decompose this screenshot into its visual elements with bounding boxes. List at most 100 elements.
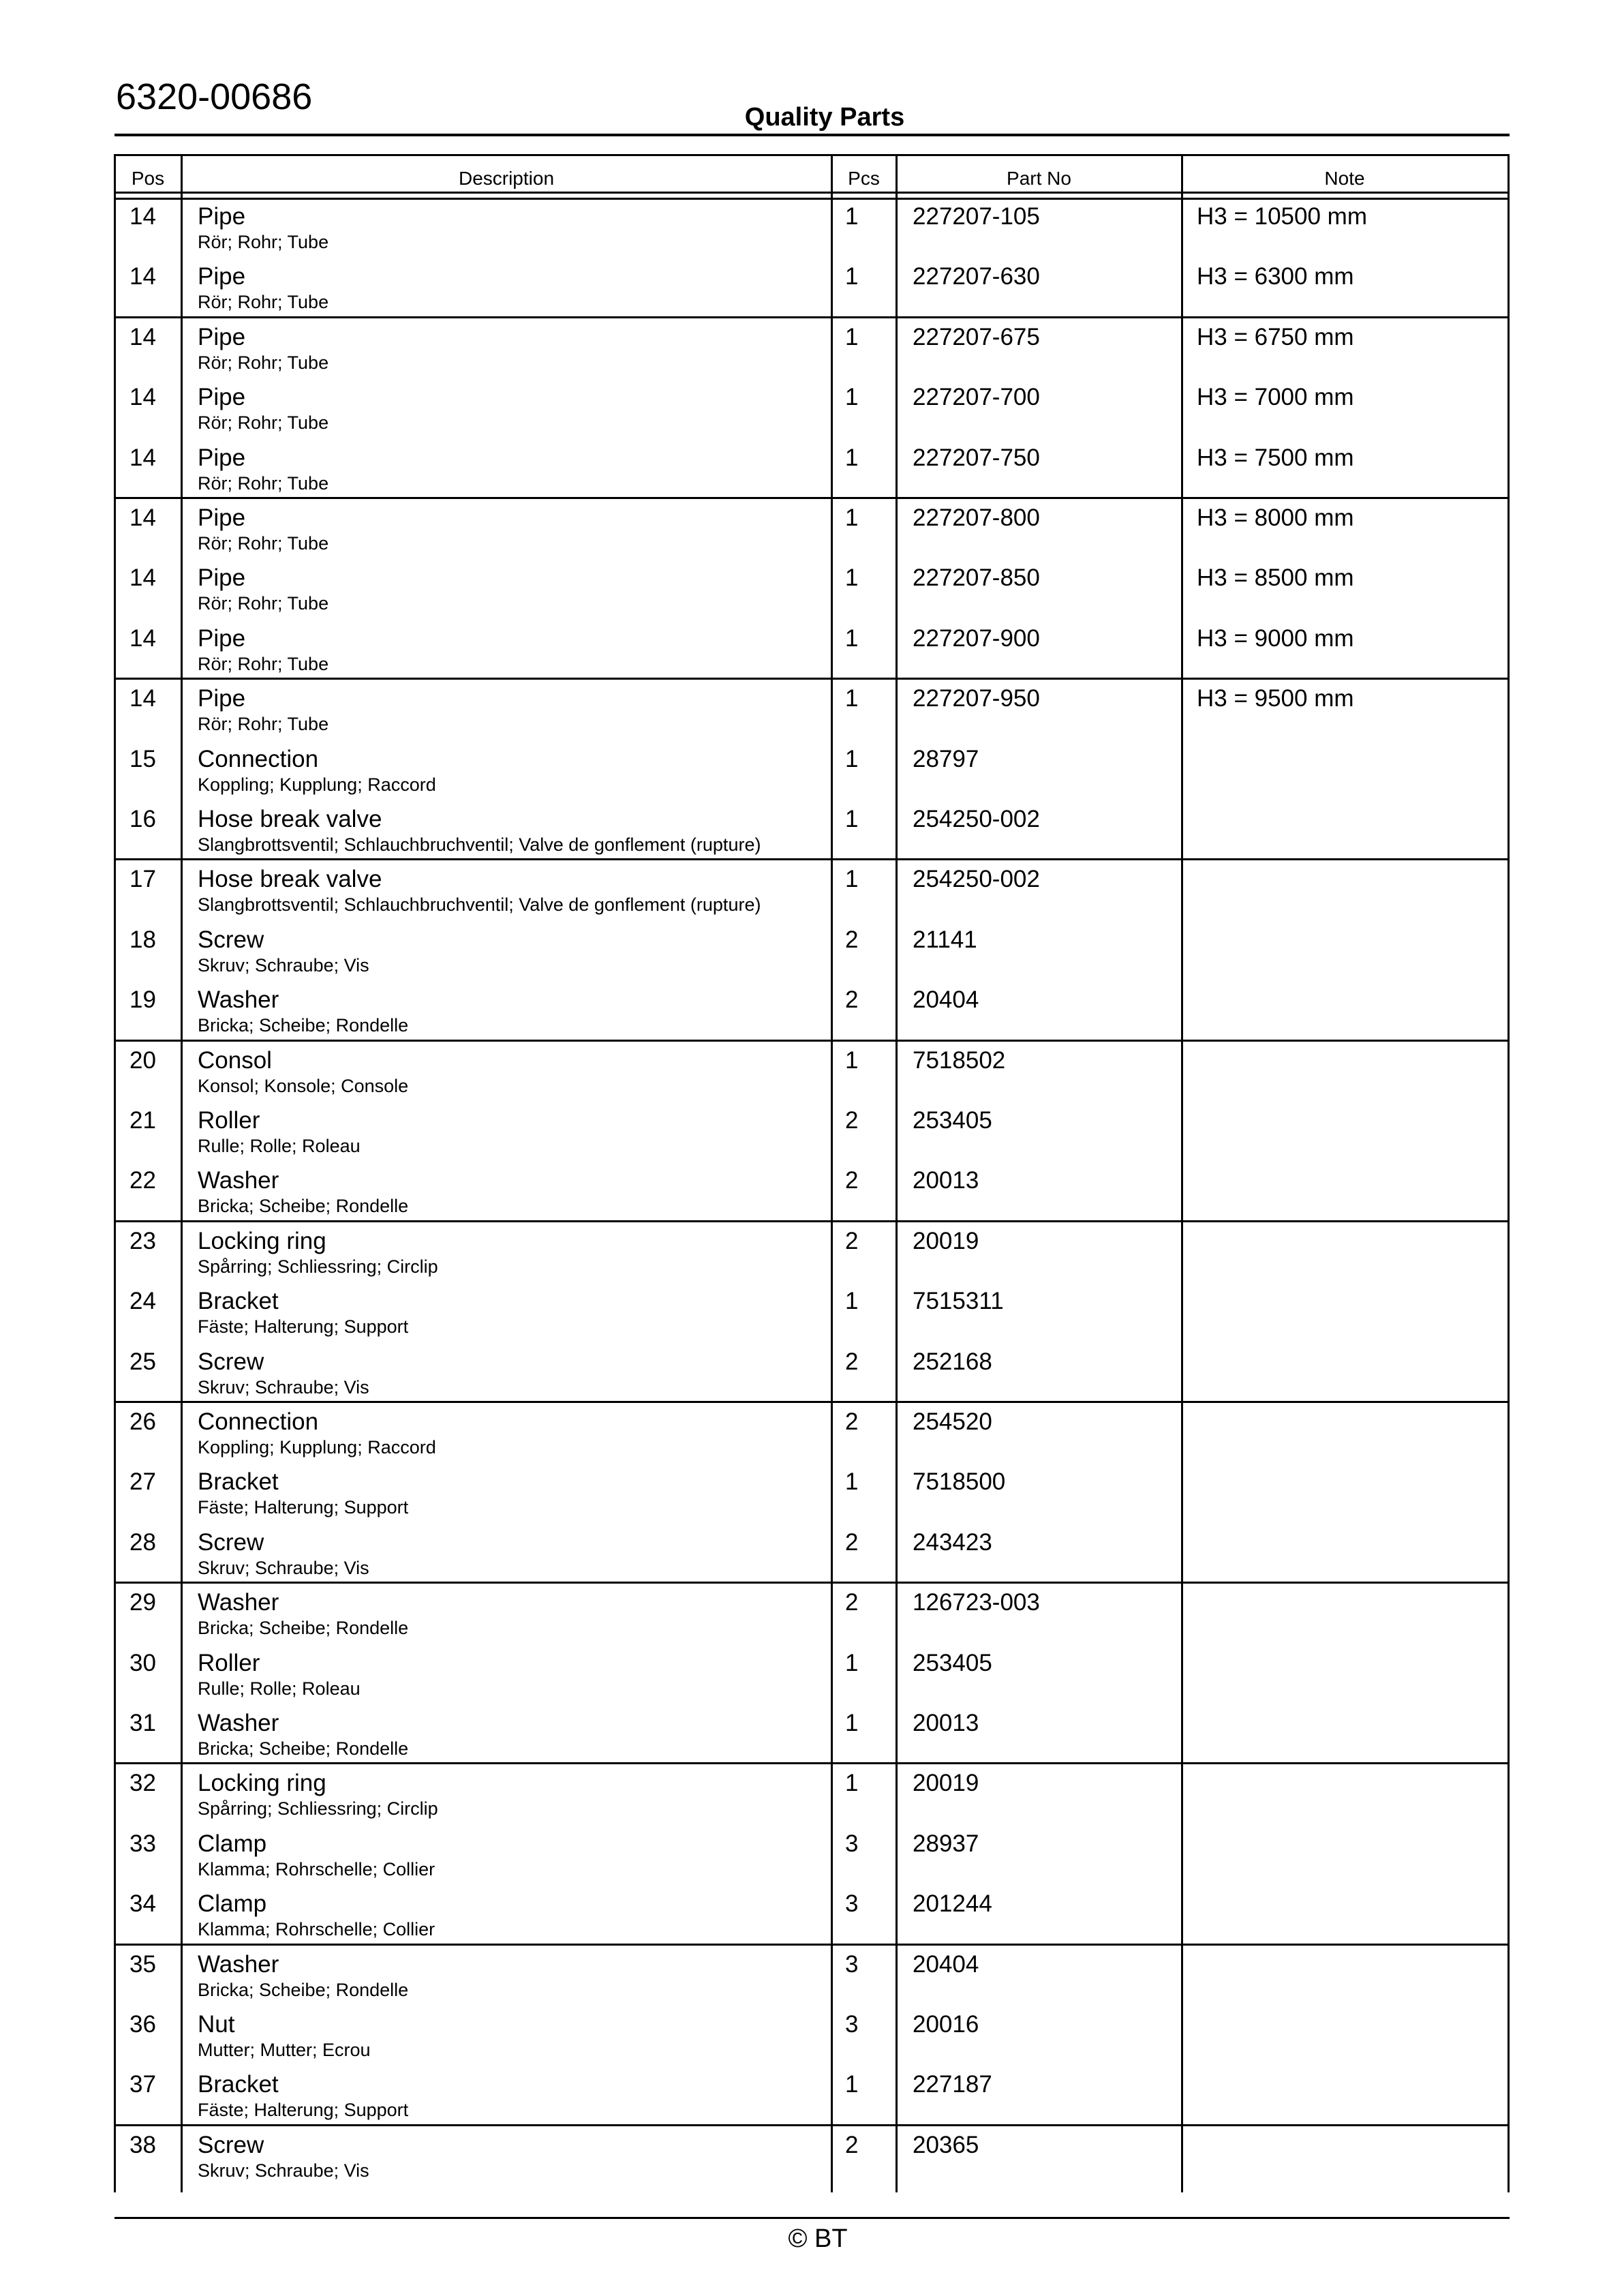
description-translations: Slangbrottsventil; Schlauchbruchventil; … — [198, 894, 761, 916]
part-no-cell: 227207-630 — [913, 263, 1040, 290]
pos-cell: 19 — [129, 986, 156, 1014]
table-row: 26 Connection Koppling; Kupplung; Raccord 2… — [0, 1402, 1622, 1462]
description-cell: Screw — [198, 1528, 264, 1556]
group-divider — [114, 497, 1510, 499]
table-row: 32 Locking ring Spårring; Schliessring; Ci… — [0, 1763, 1622, 1823]
header-divider-second — [114, 198, 1510, 200]
description-translations: Rör; Rohr; Tube — [198, 292, 329, 313]
column-divider — [181, 154, 183, 2192]
table-row: 38 Screw Skruv; Schraube; Vis 2 20365 — [0, 2125, 1622, 2185]
pcs-cell: 1 — [845, 1468, 859, 1496]
description-translations: Bricka; Scheibe; Rondelle — [198, 1738, 409, 1759]
part-no-cell: 201244 — [913, 1890, 992, 1918]
description-cell: Bracket — [198, 2071, 279, 2098]
description-translations: Spårring; Schliessring; Circlip — [198, 1256, 438, 1277]
table-row: 31 Washer Bricka; Scheibe; Rondelle 1 20013 — [0, 1703, 1622, 1763]
description-cell: Washer — [198, 986, 279, 1014]
pos-cell: 36 — [129, 2011, 156, 2038]
column-divider — [831, 154, 833, 2192]
pos-cell: 24 — [129, 1288, 156, 1315]
pcs-cell: 3 — [845, 1890, 859, 1918]
description-translations: Fäste; Halterung; Support — [198, 2100, 409, 2121]
pcs-cell: 1 — [845, 504, 859, 531]
description-translations: Slangbrottsventil; Schlauchbruchventil; … — [198, 834, 761, 855]
pos-cell: 26 — [129, 1408, 156, 1435]
part-no-cell: 254250-002 — [913, 866, 1040, 893]
pos-cell: 37 — [129, 2071, 156, 2098]
group-divider — [114, 1582, 1510, 1584]
part-no-cell: 28797 — [913, 745, 979, 772]
description-translations: Rör; Rohr; Tube — [198, 533, 329, 554]
description-translations: Spårring; Schliessring; Circlip — [198, 1798, 438, 1819]
note-cell: H3 = 8500 mm — [1197, 564, 1354, 592]
table-row: 14 Pipe Rör; Rohr; Tube 1 227207-675 H3 = 675… — [0, 317, 1622, 377]
table-row: 27 Bracket Fäste; Halterung; Support 1 75185… — [0, 1462, 1622, 1522]
group-divider — [114, 1039, 1510, 1042]
pos-cell: 16 — [129, 806, 156, 832]
column-header-pcs: Pcs — [848, 168, 880, 189]
description-translations: Mutter; Mutter; Ecrou — [198, 2040, 371, 2060]
note-cell: H3 = 10500 mm — [1197, 203, 1367, 230]
pcs-cell: 1 — [845, 444, 859, 471]
pos-cell: 22 — [129, 1167, 156, 1194]
part-no-cell: 20019 — [913, 1227, 979, 1254]
pcs-cell: 1 — [845, 263, 859, 290]
description-cell: Hose break valve — [198, 806, 382, 832]
group-divider — [114, 1762, 1510, 1765]
pcs-cell: 3 — [845, 1830, 859, 1857]
description-translations: Bricka; Scheibe; Rondelle — [198, 1015, 409, 1036]
description-translations: Bricka; Scheibe; Rondelle — [198, 1618, 409, 1639]
description-cell: Screw — [198, 926, 264, 953]
pos-cell: 15 — [129, 745, 156, 772]
pcs-cell: 1 — [845, 203, 859, 230]
table-row: 24 Bracket Fäste; Halterung; Support 1 75153… — [0, 1281, 1622, 1341]
table-row: 15 Connection Koppling; Kupplung; Raccord 1… — [0, 739, 1622, 799]
description-cell: Pipe — [198, 624, 246, 652]
pos-cell: 32 — [129, 1770, 156, 1797]
description-translations: Rör; Rohr; Tube — [198, 412, 329, 434]
table-row: 14 Pipe Rör; Rohr; Tube 1 227207-900 H3 = 900… — [0, 618, 1622, 678]
description-translations: Skruv; Schraube; Vis — [198, 954, 369, 976]
note-cell: H3 = 7500 mm — [1197, 444, 1354, 471]
copyright: © BT — [788, 2224, 848, 2253]
table-row: 16 Hose break valve Slangbrottsventil; Sch… — [0, 799, 1622, 859]
column-divider — [1181, 154, 1183, 2192]
page-title: Quality Parts — [744, 103, 905, 132]
pcs-cell: 1 — [845, 323, 859, 350]
part-no-cell: 7515311 — [913, 1288, 1004, 1315]
pcs-cell: 2 — [845, 1528, 859, 1556]
part-no-cell: 254250-002 — [913, 806, 1040, 832]
pos-cell: 14 — [129, 624, 156, 652]
title-rule — [114, 134, 1510, 136]
table-row: 25 Screw Skruv; Schraube; Vis 2 252168 — [0, 1342, 1622, 1402]
pos-cell: 14 — [129, 203, 156, 230]
note-cell: H3 = 6750 mm — [1197, 323, 1354, 350]
part-no-cell: 254520 — [913, 1408, 992, 1435]
description-translations: Bricka; Scheibe; Rondelle — [198, 1979, 409, 2000]
description-cell: Screw — [198, 1348, 264, 1375]
pos-cell: 17 — [129, 866, 156, 893]
pos-cell: 29 — [129, 1589, 156, 1616]
pcs-cell: 2 — [845, 1408, 859, 1435]
description-translations: Klamma; Rohrschelle; Collier — [198, 1919, 435, 1940]
description-translations: Rör; Rohr; Tube — [198, 593, 329, 614]
part-no-cell: 126723-003 — [913, 1589, 1040, 1616]
table-row: 29 Washer Bricka; Scheibe; Rondelle 2 126723… — [0, 1582, 1622, 1642]
description-cell: Washer — [198, 1589, 279, 1616]
part-no-cell: 227207-675 — [913, 323, 1040, 350]
column-header-note: Note — [1324, 168, 1365, 189]
pos-cell: 23 — [129, 1227, 156, 1254]
description-translations: Rör; Rohr; Tube — [198, 232, 329, 252]
pos-cell: 28 — [129, 1528, 156, 1556]
description-cell: Pipe — [198, 263, 246, 290]
part-no-cell: 20019 — [913, 1770, 979, 1797]
table-row: 37 Bracket Fäste; Halterung; Support 1 22718… — [0, 2064, 1622, 2124]
group-divider — [114, 1401, 1510, 1403]
part-no-cell: 253405 — [913, 1107, 992, 1134]
description-cell: Consol — [198, 1046, 272, 1074]
pos-cell: 33 — [129, 1830, 156, 1857]
table-row: 20 Consol Konsol; Konsole; Console 1 7518502 — [0, 1040, 1622, 1100]
part-no-cell: 20404 — [913, 986, 979, 1014]
table-row: 35 Washer Bricka; Scheibe; Rondelle 3 20404 — [0, 1944, 1622, 2004]
table-row: 34 Clamp Klamma; Rohrschelle; Collier 3 2012… — [0, 1884, 1622, 1944]
